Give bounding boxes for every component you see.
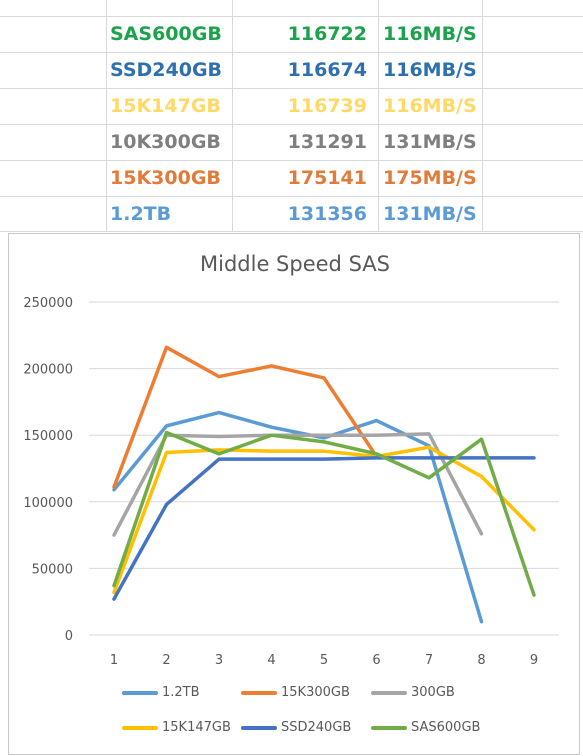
row-divider — [0, 124, 583, 125]
y-tick-label: 0 — [65, 629, 73, 644]
column-divider — [378, 0, 379, 232]
throughput-cell[interactable]: 131356 — [287, 203, 367, 225]
column-divider — [482, 0, 483, 232]
throughput-cell[interactable]: 175141 — [287, 167, 367, 189]
x-tick-label: 4 — [267, 653, 275, 668]
series-line[interactable] — [112, 445, 536, 595]
legend-item[interactable]: 15K300GB — [241, 684, 350, 702]
chart-title: Middle Speed SAS — [200, 252, 390, 276]
drive-name-cell[interactable]: 15K147GB — [110, 95, 221, 117]
row-divider — [0, 16, 583, 17]
legend-item[interactable]: 300GB — [371, 684, 455, 702]
row-divider — [0, 231, 583, 232]
x-tick-label: 3 — [215, 653, 223, 668]
x-tick-label: 5 — [320, 653, 328, 668]
legend-swatch — [371, 725, 407, 730]
throughput-cell[interactable]: 116674 — [287, 59, 367, 81]
speed-cell[interactable]: 175MB/S — [383, 167, 477, 189]
legend-item[interactable]: 15K147GB — [122, 719, 231, 737]
speed-cell[interactable]: 131MB/S — [383, 203, 477, 225]
y-tick-label: 250000 — [23, 296, 73, 311]
drive-name-cell[interactable]: SAS600GB — [110, 23, 222, 45]
legend-label: SSD240GB — [281, 720, 352, 735]
legend-item[interactable]: SSD240GB — [241, 719, 351, 737]
series-line[interactable] — [112, 410, 484, 624]
throughput-cell[interactable]: 116722 — [287, 23, 367, 45]
x-tick-label: 7 — [425, 653, 433, 668]
legend-swatch — [122, 725, 158, 730]
legend-item[interactable]: SAS600GB — [371, 719, 480, 737]
column-divider — [106, 0, 107, 232]
x-tick-label: 8 — [477, 653, 485, 668]
speed-cell[interactable]: 116MB/S — [383, 95, 477, 117]
row-divider — [0, 88, 583, 89]
y-tick-label: 150000 — [23, 429, 73, 444]
row-divider — [0, 196, 583, 197]
legend-label: SAS600GB — [411, 720, 481, 735]
chart-plot: 0 50000 100000 150000 200000 250000 1 2 3 4 5 6 7 8 9 — [23, 296, 559, 668]
y-tick-label: 200000 — [23, 363, 73, 378]
line-chart[interactable]: Middle Speed SAS 0 50000 100000 150000 20000… — [8, 233, 580, 755]
x-tick-label: 2 — [162, 653, 170, 668]
x-tick-label: 1 — [110, 653, 118, 668]
row-divider — [0, 52, 583, 53]
legend-label: 15K300GB — [281, 685, 350, 700]
speed-cell[interactable]: 131MB/S — [383, 131, 477, 153]
legend-swatch — [241, 690, 277, 695]
drive-name-cell[interactable]: 15K300GB — [110, 167, 221, 189]
column-divider — [232, 0, 233, 232]
series-line[interactable] — [112, 345, 379, 489]
legend-label: 1.2TB — [162, 685, 200, 700]
legend-label: 300GB — [411, 685, 455, 700]
legend-label: 15K147GB — [162, 720, 231, 735]
legend-swatch — [122, 690, 158, 695]
series-line[interactable] — [112, 456, 536, 601]
drive-name-cell[interactable]: SSD240GB — [110, 59, 223, 81]
y-tick-label: 100000 — [23, 496, 73, 511]
series-line[interactable] — [112, 430, 536, 597]
drive-name-cell[interactable]: 10K300GB — [110, 131, 221, 153]
throughput-cell[interactable]: 116739 — [287, 95, 367, 117]
legend-swatch — [371, 690, 407, 695]
drive-name-cell[interactable]: 1.2TB — [110, 203, 172, 225]
speed-cell[interactable]: 116MB/S — [383, 59, 477, 81]
legend-swatch — [241, 725, 277, 730]
legend-item[interactable]: 1.2TB — [122, 684, 200, 702]
x-tick-label: 9 — [530, 653, 538, 668]
row-divider — [0, 160, 583, 161]
x-tick-label: 6 — [372, 653, 380, 668]
speed-cell[interactable]: 116MB/S — [383, 23, 477, 45]
y-tick-label: 50000 — [32, 562, 73, 577]
throughput-cell[interactable]: 131291 — [287, 131, 367, 153]
